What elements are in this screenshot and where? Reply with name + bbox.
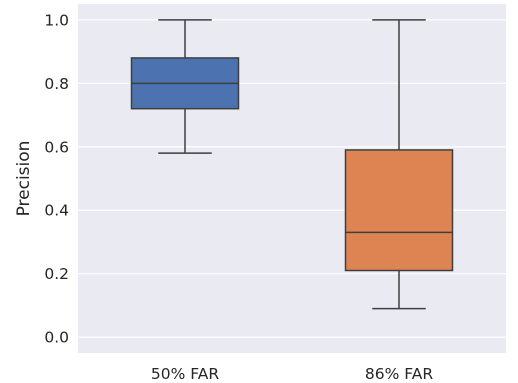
- y-tick-label: 0.6: [44, 138, 69, 156]
- boxes: [130, 19, 454, 310]
- y-tick-label: 0.4: [44, 202, 69, 220]
- gridlines: [78, 19, 506, 338]
- x-tick-label: 86% FAR: [365, 365, 433, 383]
- x-tick-label: 50% FAR: [151, 365, 219, 383]
- y-axis-label: Precision: [14, 141, 34, 217]
- box-group: [130, 19, 240, 154]
- y-tick-label: 0.8: [44, 75, 69, 93]
- y-tick-label: 0.0: [44, 329, 69, 347]
- x-tick-labels: 50% FAR 86% FAR: [151, 365, 433, 383]
- y-tick-label: 0.2: [44, 265, 69, 283]
- y-tick-labels: 0.0 0.2 0.4 0.6 0.8 1.0: [44, 11, 69, 346]
- box-iqr: [344, 149, 454, 272]
- box-group: [344, 19, 454, 310]
- y-tick-label: 1.0: [44, 11, 69, 29]
